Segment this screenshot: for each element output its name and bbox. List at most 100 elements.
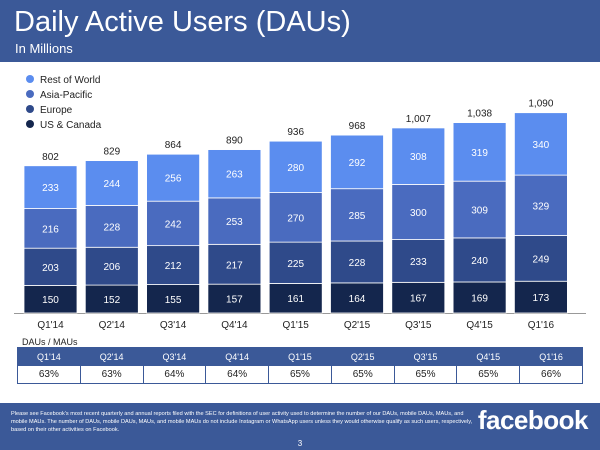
bar-value-label: 329	[533, 201, 550, 212]
bar-segment-us-canada	[23, 285, 78, 314]
bar-segment-us-canada	[330, 282, 384, 314]
ratio-table-caption: DAUs / MAUs	[22, 337, 78, 347]
bar-value-label: 256	[165, 174, 182, 185]
x-tick-label: Q4'14	[221, 320, 248, 331]
bar-total-label: 936	[287, 127, 304, 138]
bar-segment-europe	[330, 240, 384, 284]
ratio-value-row: 63% 63% 64% 64% 65% 65% 65% 65% 66%	[17, 365, 583, 384]
bar-segment-asia-pacific	[514, 174, 568, 236]
bar-value-label: 280	[287, 163, 304, 174]
bar-value-label: 340	[533, 140, 550, 151]
bar-value-label: 216	[42, 224, 59, 235]
bar-segment-us-canada	[84, 284, 139, 314]
x-tick-label: Q3'14	[160, 320, 187, 331]
bar-segment-europe	[391, 239, 446, 283]
bar-value-label: 161	[287, 294, 304, 305]
footnote-text: Please see Facebook's most recent quarte…	[11, 411, 473, 434]
bar-segment-us-canada	[207, 283, 262, 314]
bar-segment-asia-pacific	[207, 197, 262, 245]
bar-value-label: 319	[471, 148, 488, 159]
bar-segment-rest-of-world	[84, 160, 139, 206]
bar-segment-rest-of-world	[391, 127, 446, 185]
bar-value-label: 150	[42, 295, 59, 306]
bar-segment-asia-pacific	[84, 205, 139, 248]
bar-value-label: 309	[471, 206, 488, 217]
bar-total-label: 1,038	[467, 109, 492, 120]
ratio-header-row: Q1'14 Q2'14 Q3'14 Q4'14 Q1'15 Q2'15 Q3'1…	[17, 347, 583, 366]
bar-value-label: 285	[349, 211, 366, 222]
legend-swatch	[26, 105, 34, 113]
bar-segment-europe	[452, 237, 507, 283]
bar-value-label: 169	[471, 293, 488, 304]
x-tick-label: Q1'15	[283, 320, 310, 331]
bar-segment-rest-of-world	[146, 153, 201, 202]
bar-segment-asia-pacific	[146, 200, 201, 247]
bar-value-label: 242	[165, 219, 182, 230]
ratio-value-cell: 64%	[142, 365, 207, 384]
bar-value-label: 292	[349, 158, 366, 169]
facebook-logo: facebook	[477, 405, 589, 435]
bar-value-label: 244	[103, 179, 120, 190]
legend-label: Europe	[40, 105, 73, 116]
ratio-header-cell: Q4'14	[205, 347, 270, 366]
bar-total-label: 1,090	[528, 99, 553, 110]
bar-segment-rest-of-world	[330, 134, 384, 190]
ratio-header-cell: Q1'14	[17, 347, 81, 366]
bar-value-label: 203	[42, 263, 59, 274]
bar-value-label: 228	[349, 258, 366, 269]
dau-stacked-bar-chart: 150 203 216 233 802 Q1'14 152 206 228 244 829 Q2'14…	[14, 75, 586, 331]
bar-segment-asia-pacific	[391, 184, 446, 240]
legend-label: Rest of World	[40, 75, 100, 86]
bar-segment-europe	[84, 246, 139, 286]
bar-segment-us-canada	[452, 281, 507, 314]
bar-value-label: 249	[533, 254, 550, 265]
ratio-value-cell: 63%	[17, 365, 81, 384]
x-tick-label: Q1'14	[37, 320, 64, 331]
bar-segment-asia-pacific	[452, 180, 507, 239]
ratio-value-cell: 64%	[205, 365, 270, 384]
ratio-header-cell: Q4'15	[456, 347, 521, 366]
bar-value-label: 164	[349, 294, 366, 305]
bar-segment-rest-of-world	[23, 165, 78, 209]
ratio-value-cell: 66%	[519, 365, 583, 384]
bar-value-label: 212	[165, 261, 182, 272]
ratio-header-cell: Q3'14	[142, 347, 207, 366]
x-tick-label: Q4'15	[466, 320, 493, 331]
bar-value-label: 167	[410, 294, 427, 305]
bar-value-label: 228	[103, 222, 120, 233]
bar-total-label: 890	[226, 136, 243, 147]
legend-swatch	[26, 120, 34, 128]
x-tick-label: Q1'16	[528, 320, 555, 331]
header-bar: Daily Active Users (DAUs) In Millions	[0, 0, 600, 62]
bar-value-label: 157	[226, 295, 243, 306]
page-number: 3	[297, 439, 303, 448]
legend-swatch	[26, 90, 34, 98]
bar-value-label: 253	[226, 217, 243, 228]
bar-segment-europe	[268, 241, 323, 284]
bar-value-label: 240	[471, 256, 488, 267]
bar-segment-rest-of-world	[207, 149, 262, 199]
x-tick-label: Q2'14	[99, 320, 126, 331]
bar-value-label: 155	[165, 295, 182, 306]
bar-value-label: 263	[226, 170, 243, 181]
bar-total-label: 802	[42, 152, 59, 163]
x-tick-label: Q3'15	[405, 320, 432, 331]
ratio-header-cell: Q1'15	[268, 347, 332, 366]
bar-value-label: 270	[287, 213, 304, 224]
bar-segment-rest-of-world	[514, 112, 568, 176]
bar-total-label: 968	[349, 121, 366, 132]
bar-segment-us-canada	[268, 283, 323, 314]
ratio-value-cell: 63%	[79, 365, 144, 384]
bar-value-label: 225	[287, 259, 304, 270]
footer-bar: Please see Facebook's most recent quarte…	[0, 403, 600, 450]
page-title: Daily Active Users (DAUs)	[14, 6, 351, 38]
legend-label: Asia-Pacific	[40, 90, 92, 101]
bar-total-label: 864	[165, 140, 182, 151]
bar-segment-europe	[207, 243, 262, 285]
bar-segment-rest-of-world	[452, 122, 507, 182]
ratio-value-cell: 65%	[268, 365, 332, 384]
bar-segment-rest-of-world	[268, 140, 323, 193]
dau-mau-ratio-table: Q1'14 Q2'14 Q3'14 Q4'14 Q1'15 Q2'15 Q3'1…	[17, 347, 583, 384]
bar-value-label: 233	[410, 257, 427, 268]
ratio-header-cell: Q3'15	[393, 347, 458, 366]
